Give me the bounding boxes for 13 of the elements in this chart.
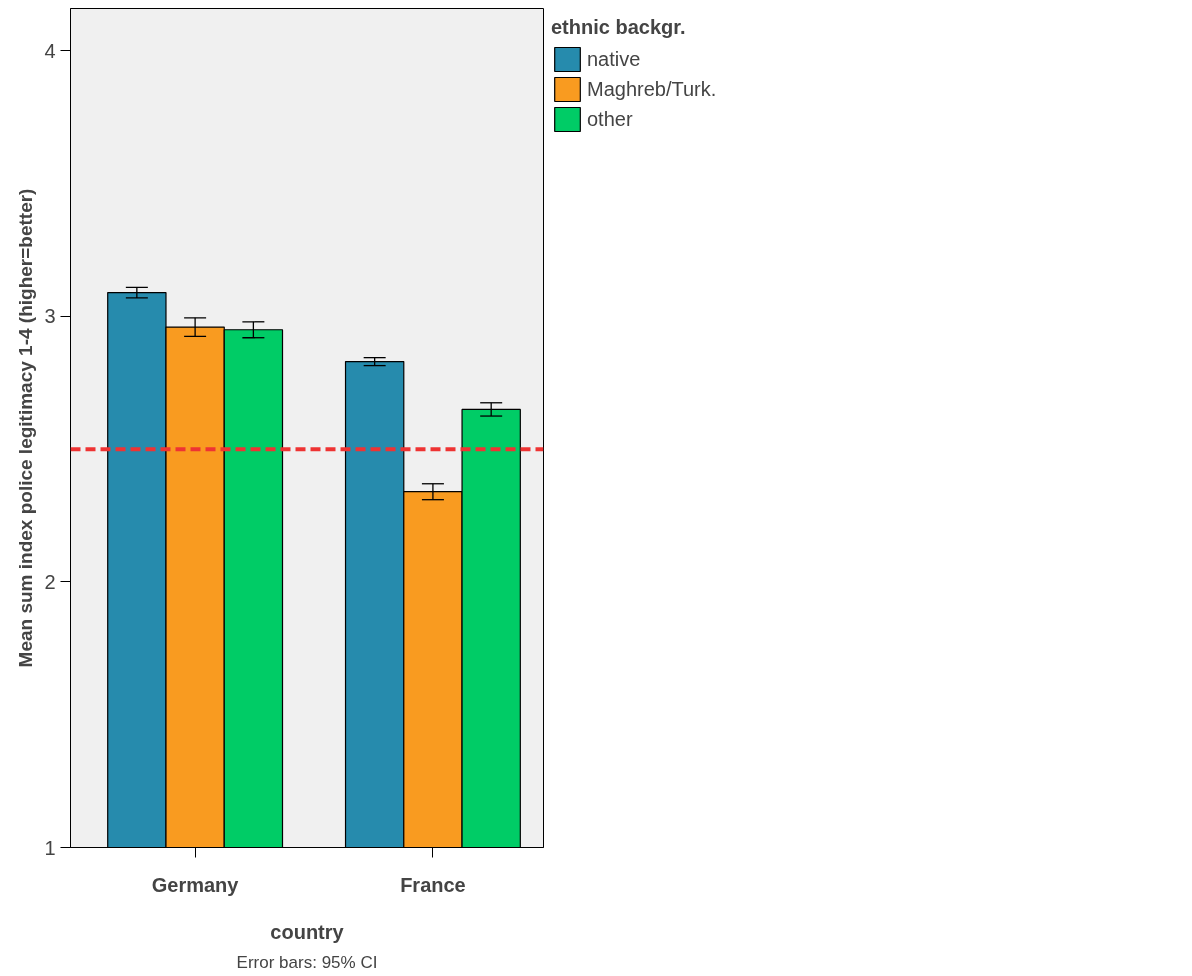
x-tick-label: Germany <box>151 873 240 896</box>
y-axis-title: Mean sum index police legitimacy 1-4 (higher=better) <box>15 188 37 668</box>
x-axis-title: country <box>270 920 345 943</box>
legend-label: other <box>587 107 633 131</box>
text: Error bars: 95% CI <box>236 952 378 972</box>
legend-title: ethnic backgr. <box>551 16 687 39</box>
x-tick-label: France <box>400 873 466 896</box>
y-tick-label: 4 <box>44 39 56 62</box>
y-tick-label: 2 <box>44 570 56 593</box>
legend-label: Maghreb/Turk. <box>587 77 717 101</box>
y-tick-label: 1 <box>44 836 56 859</box>
legend-label: native <box>587 47 641 71</box>
y-tick-label: 3 <box>44 305 56 328</box>
